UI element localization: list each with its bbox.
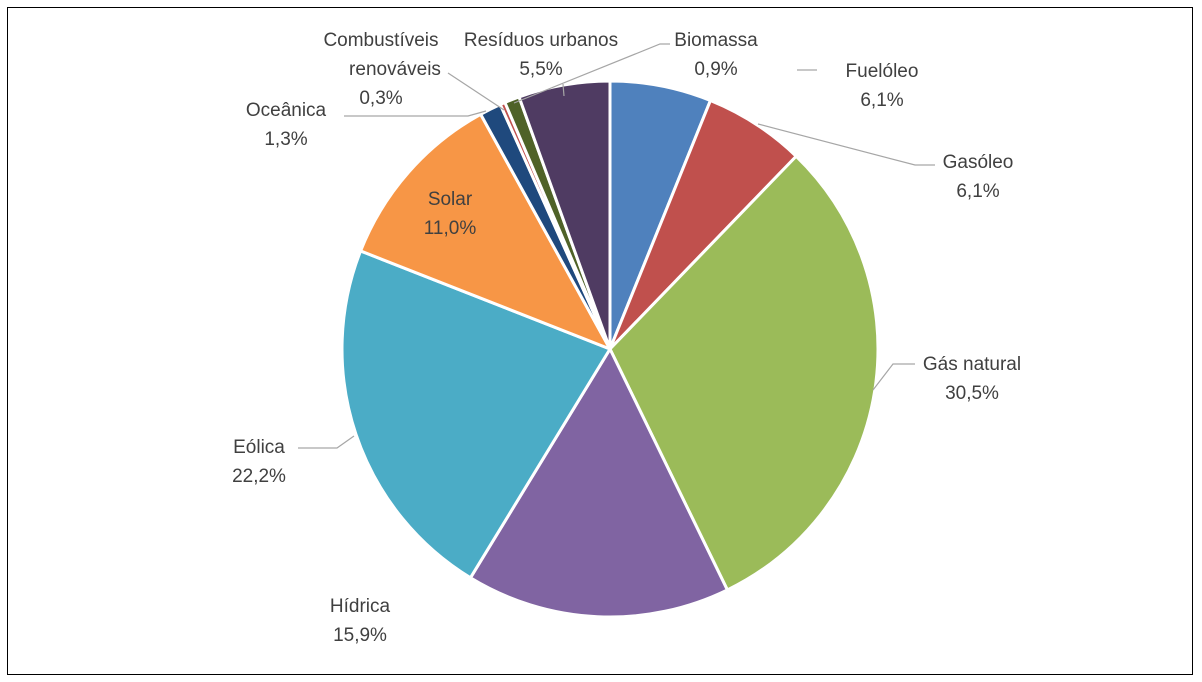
slice-value-oceanica: 1,3% — [264, 129, 307, 150]
pie-slice-eolica — [340, 249, 612, 580]
slice-label-oceanica: Oceânica — [246, 100, 327, 121]
slice-label-combustiveis-renovaveis-line2: renováveis — [349, 59, 441, 80]
leader-line-biomassa — [513, 43, 670, 104]
slice-label-fueloleo: Fuelóleo — [846, 61, 919, 82]
slice-value-residuos-urbanos: 5,5% — [519, 59, 562, 80]
leader-line-oceanica — [344, 110, 487, 117]
slice-label-biomassa: Biomassa — [674, 30, 758, 51]
slice-value-gas-natural: 30,5% — [945, 383, 999, 404]
slice-value-fueloleo: 6,1% — [860, 90, 903, 111]
leader-line-combustiveis-renovaveis — [447, 72, 505, 111]
pie-slice-hidrica — [468, 347, 729, 619]
slice-value-eolica: 22,2% — [232, 466, 286, 487]
pie-slice-gas-natural — [608, 154, 880, 592]
slice-label-residuos-urbanos: Resíduos urbanos — [464, 30, 618, 51]
slice-label-gasoleo: Gasóleo — [943, 152, 1014, 173]
slice-value-combustiveis-renovaveis: 0,3% — [359, 88, 402, 109]
slice-value-biomassa: 0,9% — [694, 59, 737, 80]
leader-line-residuos-urbanos — [562, 83, 565, 97]
leader-line-gas-natural — [872, 363, 915, 391]
leader-line-eolica — [298, 435, 355, 449]
pie-slice-residuos-urbanos — [517, 79, 612, 351]
leader-line-gasoleo — [757, 123, 935, 166]
slice-value-hidrica: 15,9% — [333, 625, 387, 646]
slice-label-solar: Solar — [428, 189, 473, 210]
slice-label-eolica: Eólica — [233, 437, 285, 458]
slice-label-combustiveis-renovaveis-line1: Combustíveis — [323, 30, 438, 51]
pie-slice-solar — [359, 112, 612, 351]
slice-value-gasoleo: 6,1% — [956, 181, 999, 202]
slice-value-solar: 11,0% — [424, 218, 477, 239]
slice-label-hidrica: Hídrica — [330, 596, 391, 617]
slice-label-gas-natural: Gás natural — [923, 354, 1021, 375]
